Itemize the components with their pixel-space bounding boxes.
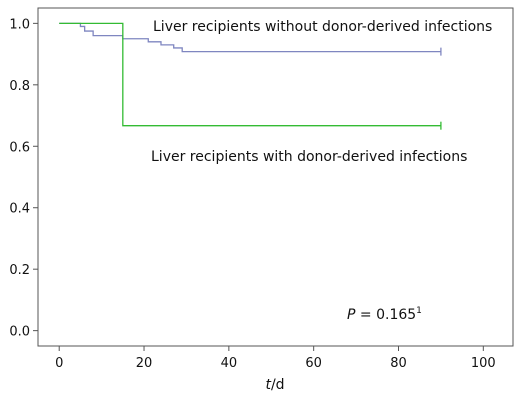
x-tick-label: 40 bbox=[221, 356, 238, 371]
series-layer bbox=[59, 22, 442, 130]
x-axis-title: t/d bbox=[265, 377, 284, 393]
x-tick-label: 60 bbox=[305, 356, 322, 371]
p-value-superscript: 1 bbox=[416, 306, 422, 316]
y-tick-label: 0.0 bbox=[9, 325, 30, 340]
p-value-number: = 0.165 bbox=[355, 307, 416, 323]
series-label-with-infections: Liver recipients with donor-derived infe… bbox=[151, 149, 467, 165]
y-tick-label: 0.6 bbox=[9, 140, 30, 155]
series-line-1 bbox=[59, 22, 441, 127]
x-tick-label: 0 bbox=[55, 356, 63, 371]
series-line-0 bbox=[59, 22, 441, 53]
axes: 0 20 40 60 80 100 0.0 0.2 0.4 0.6 0.8 1.0 bbox=[9, 7, 514, 371]
x-axis-title-variable: t bbox=[265, 377, 271, 393]
x-tick-label: 80 bbox=[390, 356, 407, 371]
p-value-label: P bbox=[347, 307, 356, 323]
series-label-without-infections: Liver recipients without donor-derived i… bbox=[153, 19, 492, 35]
y-tick-label: 0.4 bbox=[9, 202, 30, 217]
x-tick-label: 100 bbox=[471, 356, 496, 371]
plot-frame bbox=[37, 7, 514, 347]
y-tick-label: 0.2 bbox=[9, 263, 30, 278]
y-tick-label: 1.0 bbox=[9, 17, 30, 32]
p-value-annotation: P = 0.1651 bbox=[347, 306, 422, 323]
y-tick-label: 0.8 bbox=[9, 79, 30, 94]
x-tick-label: 20 bbox=[136, 356, 153, 371]
x-axis-title-unit: /d bbox=[271, 377, 285, 393]
